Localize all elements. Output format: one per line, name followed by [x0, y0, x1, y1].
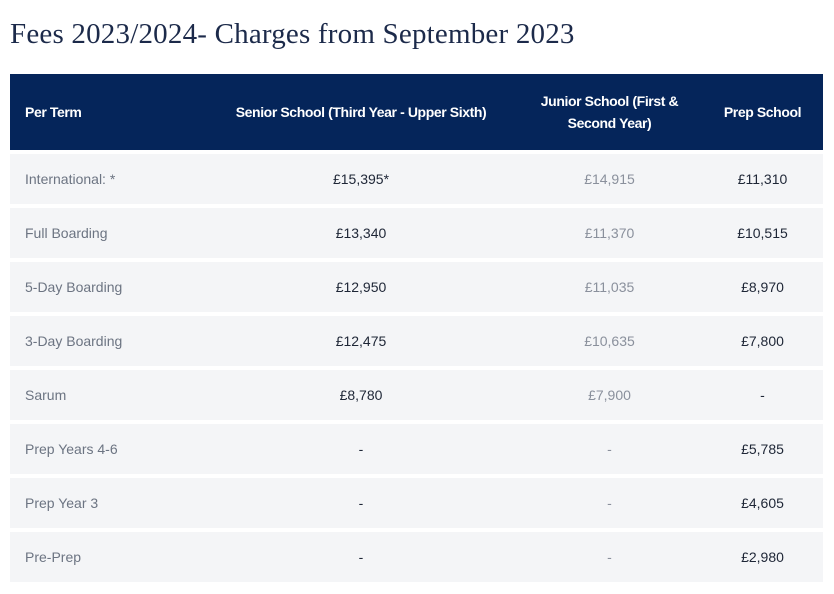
table-row: Prep Years 4-6 - - £5,785 — [10, 424, 823, 474]
fees-table-header: Per Term Senior School (Third Year - Upp… — [10, 74, 823, 150]
cell-senior-fee: - — [205, 532, 517, 582]
cell-senior-fee: - — [205, 478, 517, 528]
cell-senior-fee: £8,780 — [205, 370, 517, 420]
cell-term: Prep Year 3 — [10, 478, 205, 528]
table-row: 3-Day Boarding £12,475 £10,635 £7,800 — [10, 316, 823, 366]
cell-prep-fee: £7,800 — [702, 316, 823, 366]
table-row: Full Boarding £13,340 £11,370 £10,515 — [10, 208, 823, 258]
table-row: Sarum £8,780 £7,900 - — [10, 370, 823, 420]
cell-junior-fee: £11,370 — [517, 208, 702, 258]
cell-term: Pre-Prep — [10, 532, 205, 582]
page-title: Fees 2023/2024- Charges from September 2… — [10, 18, 575, 50]
cell-prep-fee: £11,310 — [702, 154, 823, 204]
cell-senior-fee: £12,950 — [205, 262, 517, 312]
cell-junior-fee: - — [517, 424, 702, 474]
table-row: Pre-Prep - - £2,980 — [10, 532, 823, 582]
cell-senior-fee: £12,475 — [205, 316, 517, 366]
header-row: Per Term Senior School (Third Year - Upp… — [10, 74, 823, 150]
cell-term: 5-Day Boarding — [10, 262, 205, 312]
cell-prep-fee: - — [702, 370, 823, 420]
cell-junior-fee: £14,915 — [517, 154, 702, 204]
cell-senior-fee: £13,340 — [205, 208, 517, 258]
fees-table: Per Term Senior School (Third Year - Upp… — [10, 70, 823, 586]
table-row: International: * £15,395* £14,915 £11,31… — [10, 154, 823, 204]
cell-junior-fee: £10,635 — [517, 316, 702, 366]
cell-senior-fee: - — [205, 424, 517, 474]
cell-junior-fee: £11,035 — [517, 262, 702, 312]
cell-junior-fee: - — [517, 532, 702, 582]
cell-term: Prep Years 4-6 — [10, 424, 205, 474]
header-senior-school: Senior School (Third Year - Upper Sixth) — [205, 74, 517, 150]
cell-prep-fee: £4,605 — [702, 478, 823, 528]
header-junior-school: Junior School (First & Second Year) — [517, 74, 702, 150]
header-prep-school: Prep School — [702, 74, 823, 150]
cell-senior-fee: £15,395* — [205, 154, 517, 204]
table-row: 5-Day Boarding £12,950 £11,035 £8,970 — [10, 262, 823, 312]
cell-term: Full Boarding — [10, 208, 205, 258]
fees-table-body: International: * £15,395* £14,915 £11,31… — [10, 154, 823, 582]
cell-prep-fee: £10,515 — [702, 208, 823, 258]
table-row: Prep Year 3 - - £4,605 — [10, 478, 823, 528]
cell-prep-fee: £2,980 — [702, 532, 823, 582]
cell-junior-fee: £7,900 — [517, 370, 702, 420]
header-per-term: Per Term — [10, 74, 205, 150]
cell-prep-fee: £5,785 — [702, 424, 823, 474]
cell-term: International: * — [10, 154, 205, 204]
cell-term: 3-Day Boarding — [10, 316, 205, 366]
cell-term: Sarum — [10, 370, 205, 420]
cell-junior-fee: - — [517, 478, 702, 528]
cell-prep-fee: £8,970 — [702, 262, 823, 312]
